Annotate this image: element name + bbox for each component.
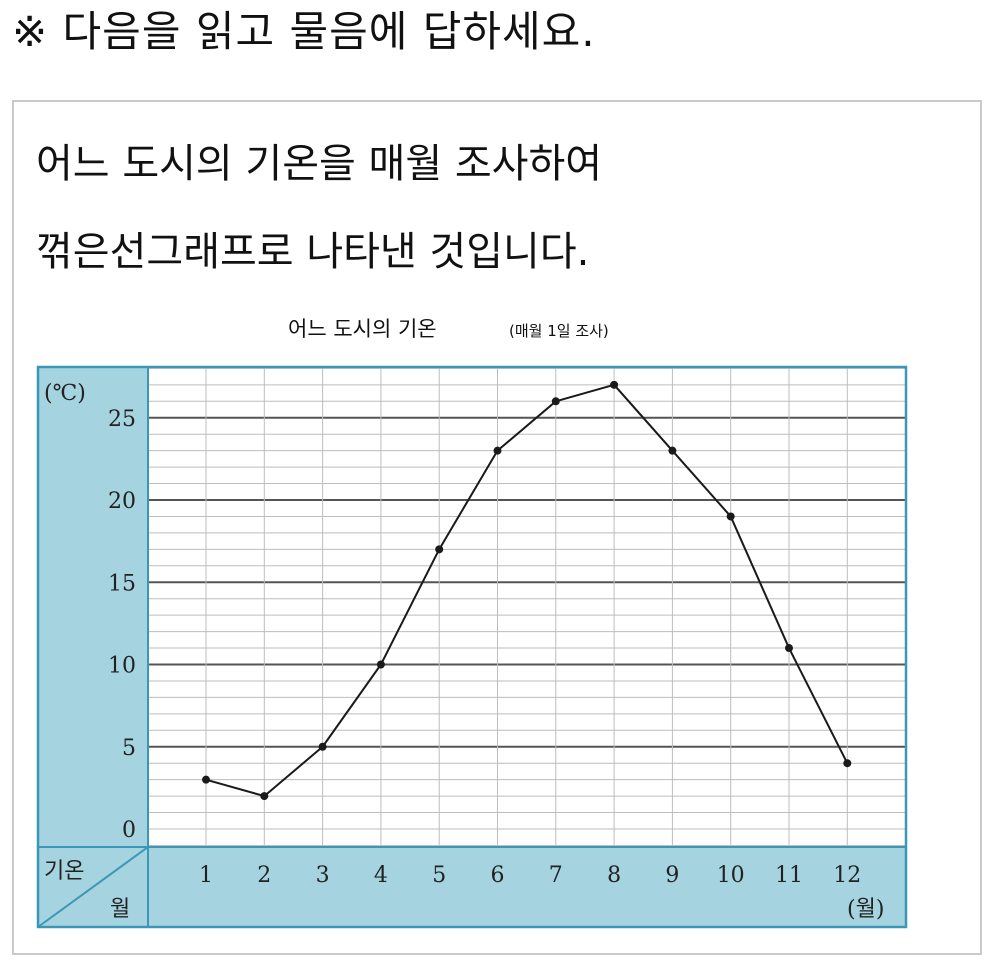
- x-tick-label: 7: [549, 863, 563, 888]
- description-line-1: 어느 도시의 기온을 매월 조사하여: [36, 141, 603, 187]
- y-tick-label: 5: [122, 736, 136, 761]
- y-axis-band: [38, 367, 148, 847]
- data-point: [610, 380, 619, 389]
- data-point: [260, 792, 269, 801]
- series-temperature: [202, 380, 852, 801]
- data-point: [668, 446, 677, 455]
- x-tick-label: 5: [432, 863, 446, 888]
- y-tick-label: 20: [108, 489, 136, 514]
- data-point: [843, 759, 852, 768]
- chart-title: 어느 도시의 기온: [288, 317, 437, 341]
- data-point: [318, 742, 327, 751]
- x-tick-label: 11: [775, 863, 803, 888]
- chart-subtitle: (매월 1일 조사): [509, 322, 609, 340]
- data-point: [726, 512, 735, 521]
- corner-label-month: 월: [110, 897, 130, 922]
- grid: [148, 367, 906, 847]
- x-tick-label: 9: [665, 863, 679, 888]
- data-point: [376, 660, 385, 669]
- y-tick-label: 15: [108, 571, 136, 596]
- corner-label-temperature: 기온: [44, 859, 84, 884]
- x-tick-label: 10: [717, 863, 745, 888]
- data-point: [785, 644, 793, 653]
- y-axis-unit: (℃): [44, 381, 86, 406]
- x-tick-label: 4: [374, 863, 388, 888]
- x-tick-labels: 1 2 3 4 5 6 7 8 9 10 11 12: [199, 863, 861, 888]
- data-point: [435, 545, 444, 554]
- x-tick-label: 12: [833, 863, 861, 888]
- y-tick-label: 0: [122, 818, 136, 843]
- corner-diagonal: [37, 846, 149, 928]
- series-line: [205, 383, 849, 798]
- x-tick-label: 8: [607, 863, 621, 888]
- instruction-text: ※ 다음을 읽고 물음에 답하세요.: [12, 7, 596, 56]
- x-axis-band: [38, 847, 906, 927]
- data-point: [493, 446, 502, 455]
- x-tick-label: 3: [316, 863, 330, 888]
- description-line-2: 꺾은선그래프로 나타낸 것입니다.: [36, 229, 590, 275]
- y-tick-label: 10: [108, 654, 136, 679]
- plot-area: [148, 367, 906, 847]
- x-tick-label: 6: [491, 863, 505, 888]
- y-tick-labels: 0 5 10 15 20 25: [108, 407, 136, 843]
- data-point: [202, 775, 210, 784]
- x-tick-label: 2: [257, 863, 271, 888]
- description: 어느 도시의 기온을 매월 조사하여 꺾은선그래프로 나타낸 것입니다.: [36, 120, 602, 296]
- chart-frame: [36, 365, 908, 929]
- x-axis-unit: (월): [847, 897, 884, 922]
- x-tick-label: 1: [199, 863, 213, 888]
- data-point: [551, 397, 560, 406]
- y-tick-label: 25: [108, 407, 136, 432]
